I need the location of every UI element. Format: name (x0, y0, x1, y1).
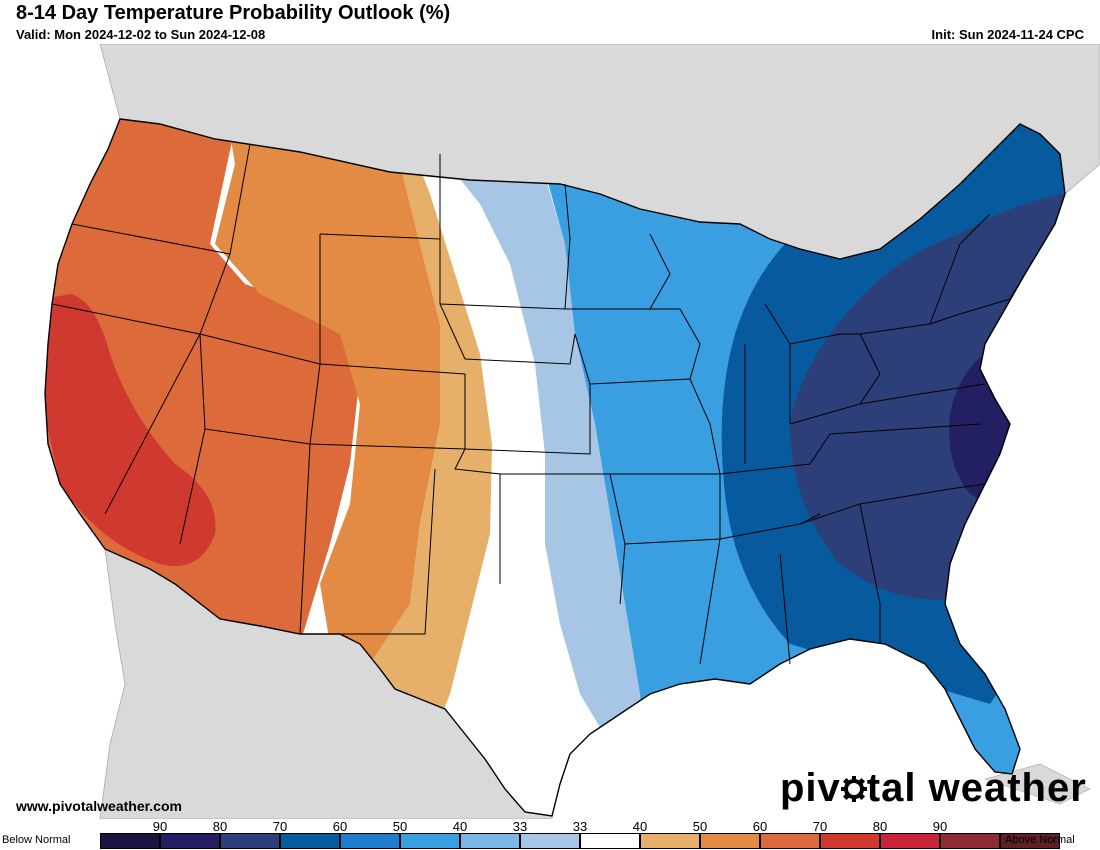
legend-tick-label: 50 (392, 819, 408, 834)
brand-logo: piv tal weather (780, 766, 1087, 811)
valid-period: Valid: Mon 2024-12-02 to Sun 2024-12-08 (16, 27, 266, 42)
brand-text-left: piv (780, 766, 841, 810)
state-borders (44, 118, 1066, 817)
legend-swatch (940, 833, 1000, 849)
legend-swatch (1000, 833, 1060, 849)
gear-icon (840, 767, 867, 802)
legend-tick-label: 90 (152, 819, 168, 834)
legend-tick-label: 60 (752, 819, 768, 834)
legend-tick-label: 70 (272, 819, 288, 834)
region-above-70-california (45, 294, 216, 566)
legend-swatch (580, 833, 640, 849)
legend-swatch (820, 833, 880, 849)
legend-swatch (640, 833, 700, 849)
legend-swatch (520, 833, 580, 849)
legend-tick-label: 33 (512, 819, 528, 834)
legend-swatch (880, 833, 940, 849)
legend-swatch (340, 833, 400, 849)
legend-tick-label: 90 (932, 819, 948, 834)
legend-below-label: Below Normal (2, 834, 71, 846)
region-below-40-plains (440, 154, 650, 744)
us-map (0, 44, 1100, 819)
brand-text-right: tal weather (866, 766, 1087, 810)
region-above-40-plains (330, 119, 492, 744)
legend-tick-label: 80 (872, 819, 888, 834)
legend-swatch (400, 833, 460, 849)
region-above-50-rockies (215, 119, 440, 664)
legend-swatch (100, 833, 160, 849)
website-url[interactable]: www.pivotalweather.com (16, 798, 182, 814)
legend-tick-label: 70 (812, 819, 828, 834)
legend-swatch (760, 833, 820, 849)
legend-tick-label: 33 (572, 819, 588, 834)
legend-tick-label: 40 (632, 819, 648, 834)
header: 8-14 Day Temperature Probability Outlook… (0, 0, 1100, 44)
legend-tick-label: 80 (212, 819, 228, 834)
legend-swatch (160, 833, 220, 849)
legend-swatch (220, 833, 280, 849)
legend-swatches (100, 833, 1060, 849)
legend-swatch (460, 833, 520, 849)
init-time: Init: Sun 2024-11-24 CPC (931, 27, 1084, 42)
legend-tick-label: 60 (332, 819, 348, 834)
map-panel (0, 44, 1100, 819)
legend: Below Normal 90 80 70 60 50 40 33 33 40 50 60 70 80 9… (0, 819, 1100, 850)
legend-tick-label: 40 (452, 819, 468, 834)
legend-above-label: Above Normal (1005, 834, 1075, 846)
map-title: 8-14 Day Temperature Probability Outlook… (16, 2, 451, 24)
legend-tick-label: 50 (692, 819, 708, 834)
legend-swatch (280, 833, 340, 849)
legend-swatch (700, 833, 760, 849)
